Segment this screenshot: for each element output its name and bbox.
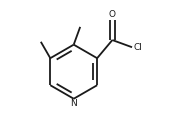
Text: N: N [70,99,77,108]
Text: O: O [109,10,116,19]
Text: Cl: Cl [133,43,142,52]
